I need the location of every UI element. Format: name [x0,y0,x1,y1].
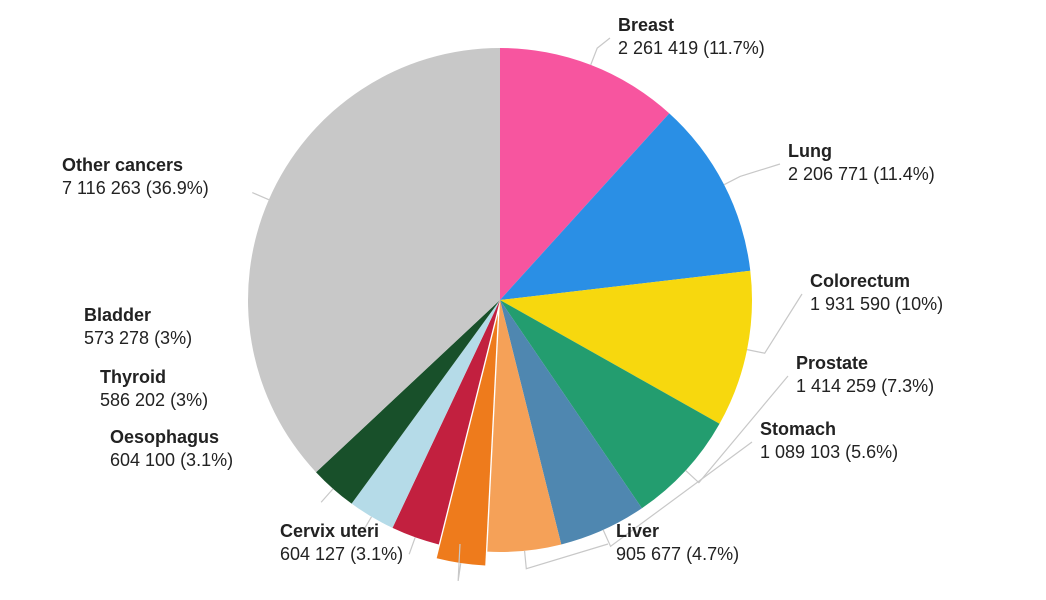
slice-label-name: Breast [618,14,765,37]
slice-label-value: 7 116 263 (36.9%) [62,177,209,200]
leader-line [321,489,333,502]
slice-label-value: 1 089 103 (5.6%) [760,441,898,464]
slice-label-stomach: Stomach1 089 103 (5.6%) [760,418,898,463]
slice-label-value: 604 100 (3.1%) [110,449,233,472]
slice-label-value: 2 261 419 (11.7%) [618,37,765,60]
leader-line [747,294,802,353]
slice-label-thyroid: Thyroid586 202 (3%) [100,366,208,411]
slice-label-value: 2 206 771 (11.4%) [788,163,935,186]
slice-label-name: Stomach [760,418,898,441]
slice-label-value: 604 127 (3.1%) [280,543,403,566]
slice-label-name: Bladder [84,304,192,327]
slice-label-other-cancers: Other cancers7 116 263 (36.9%) [62,154,209,199]
leader-line [724,164,780,185]
slice-label-cervix-uteri: Cervix uteri604 127 (3.1%) [280,520,403,565]
leader-line [409,537,415,554]
slice-label-name: Prostate [796,352,934,375]
slice-label-value: 573 278 (3%) [84,327,192,350]
slice-label-name: Lung [788,140,935,163]
slice-label-oesophagus: Oesophagus604 100 (3.1%) [110,426,233,471]
slice-label-colorectum: Colorectum1 931 590 (10%) [810,270,943,315]
leader-line [252,193,269,200]
slice-label-name: Thyroid [100,366,208,389]
slice-label-name: Colorectum [810,270,943,293]
slice-label-value: 1 931 590 (10%) [810,293,943,316]
slice-label-name: Cervix uteri [280,520,403,543]
slice-label-value: 905 677 (4.7%) [616,543,739,566]
leader-line [591,38,610,65]
slice-label-value: 1 414 259 (7.3%) [796,375,934,398]
slice-label-liver: Liver905 677 (4.7%) [616,520,739,565]
slice-label-name: Liver [616,520,739,543]
slice-label-prostate: Prostate1 414 259 (7.3%) [796,352,934,397]
slice-label-value: 586 202 (3%) [100,389,208,412]
slice-label-name: Other cancers [62,154,209,177]
pie-chart: Breast2 261 419 (11.7%) Lung2 206 771 (11… [0,0,1046,600]
slice-label-name: Oesophagus [110,426,233,449]
slice-label-breast: Breast2 261 419 (11.7%) [618,14,765,59]
slice-label-bladder: Bladder573 278 (3%) [84,304,192,349]
slice-label-lung: Lung2 206 771 (11.4%) [788,140,935,185]
